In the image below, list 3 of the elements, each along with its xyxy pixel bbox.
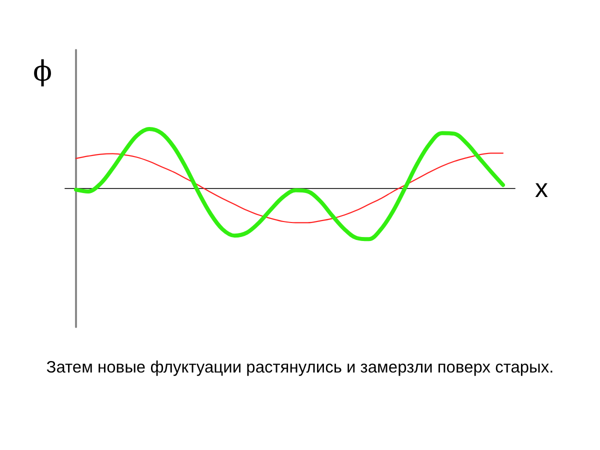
y-axis-title: ϕ (33, 54, 52, 88)
text: Затем новые флуктуации растянулись и замерзли поверх старых. (46, 358, 554, 376)
x-axis-title: x (535, 172, 548, 203)
